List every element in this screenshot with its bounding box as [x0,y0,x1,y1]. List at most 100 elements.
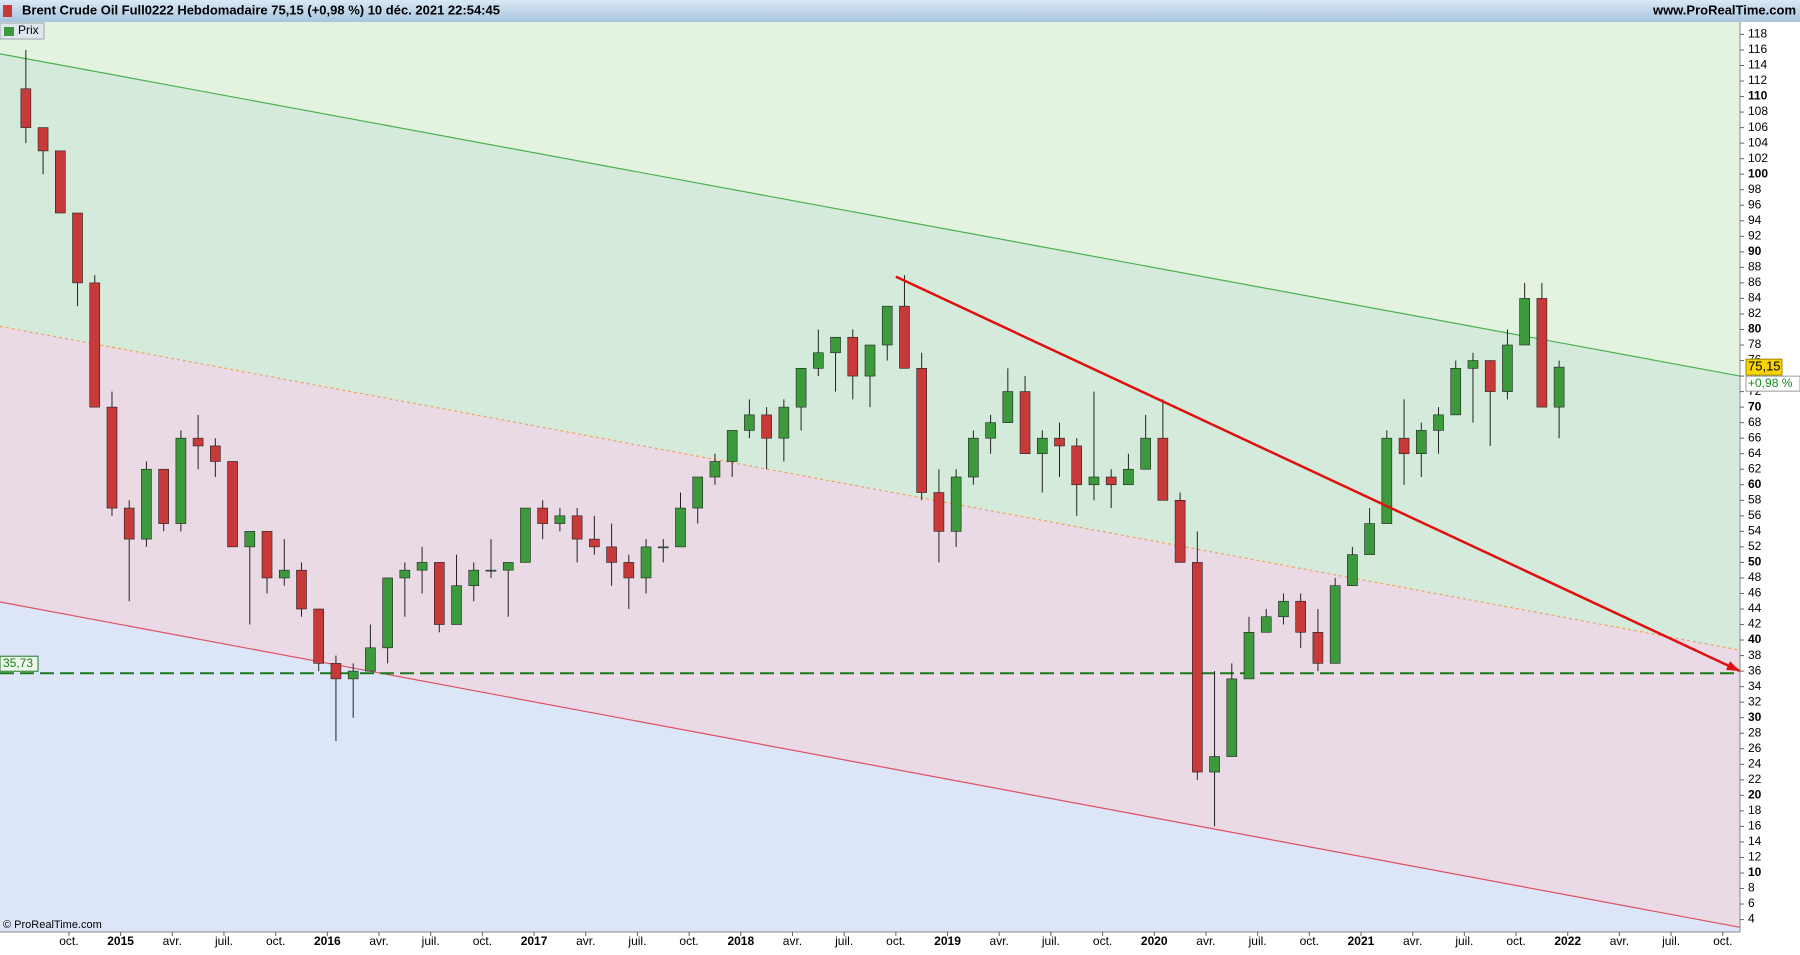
candle-body [382,577,393,649]
y-tick-label: 118 [1748,27,1767,41]
x-tick-label: juil. [1248,934,1267,948]
candle-body [37,127,49,152]
candle-body [175,437,187,524]
candle-body [1536,298,1548,408]
x-tick-label: oct. [679,934,698,948]
candle-body [502,562,514,571]
y-tick-label: 28 [1748,725,1762,739]
y-tick-label: 38 [1748,648,1762,662]
candle-body [554,515,566,524]
candle-body [416,562,428,571]
y-tick-label: 36 [1748,663,1762,677]
x-tick-label: oct. [1093,934,1112,948]
candle-body [227,461,238,548]
candle-body [1019,391,1031,455]
y-tick-label: 56 [1748,508,1762,522]
channel-band [0,602,1740,932]
candle-body [54,150,66,214]
y-tick-label: 58 [1748,492,1762,506]
trend-line [895,275,1741,673]
y-tick-label: 64 [1748,446,1762,460]
candle-body [313,608,325,664]
x-tick-label: juil. [1661,934,1680,948]
level-label: 35,73 [3,656,33,670]
y-tick-label: 52 [1748,539,1762,553]
legend-icon [4,27,14,36]
candle-body [1174,499,1186,563]
candle-body [1502,344,1513,392]
y-tick-label: 60 [1748,477,1762,491]
candle-body [571,515,583,540]
candle-body [933,492,945,532]
site: www.ProRealTime.com [1652,2,1796,17]
candle-body [485,569,497,572]
y-tick-label: 92 [1748,228,1762,242]
y-tick-label: 20 [1748,788,1762,802]
y-tick-label: 32 [1748,694,1762,708]
y-tick-label: 86 [1748,275,1762,289]
x-tick-label: 2017 [521,934,548,948]
candle-body [1364,523,1375,555]
candle-body [434,562,445,625]
candle-body [1054,437,1065,447]
x-tick-label: oct. [59,934,78,948]
candle-body [158,468,169,524]
x-tick-label: avr. [1196,934,1215,948]
candle-body [1088,476,1100,486]
candle-body [1226,678,1238,757]
x-tick-label: oct. [886,934,905,948]
y-tick-label: 98 [1748,182,1762,196]
y-tick-label: 16 [1748,819,1762,833]
y-tick-label: 24 [1748,756,1762,770]
candle-body [1295,600,1306,633]
candle-body [968,437,979,478]
y-tick-label: 4 [1748,912,1755,926]
y-tick-label: 78 [1748,337,1762,351]
candle-body [1381,437,1393,524]
candle-body [1157,437,1169,501]
candle-body [1123,468,1134,486]
chart-title: Brent Crude Oil Full0222 Hebdomadaire 75… [22,2,500,17]
y-tick-label: 96 [1748,197,1762,211]
y-tick-label: 44 [1748,601,1762,615]
candle-body [520,507,531,563]
y-tick-label: 116 [1748,42,1767,56]
x-tick-label: 2016 [314,934,341,948]
x-tick-label: 2020 [1141,934,1168,948]
price-tag [1745,358,1783,376]
price-tag-label: 75,15 [1748,359,1781,374]
trend-arrowhead [1726,661,1740,672]
x-tick-label: 2015 [107,934,134,948]
candle-body [726,430,738,462]
y-tick-label: 106 [1748,120,1768,134]
change-label: +0,98 % [1748,376,1793,390]
candle-body [830,336,841,354]
candle-body [761,414,772,439]
candle-body [537,507,548,524]
candle-body [296,569,307,610]
candle-body [813,352,824,369]
y-tick-label: 66 [1748,430,1762,444]
candle-body [330,663,342,680]
candle-body [210,445,221,462]
candle-body [106,406,118,509]
x-tick-label: oct. [1713,934,1732,948]
channel-band [0,326,1740,928]
y-tick-label: 70 [1748,399,1762,413]
y-tick-label: 82 [1748,306,1762,320]
y-tick-label: 80 [1748,322,1762,336]
candle-body [1036,437,1048,455]
candle-body [916,367,927,493]
candle-body [589,538,600,548]
candle-body [864,344,876,377]
y-tick-label: 54 [1748,524,1762,538]
x-tick-label: juil. [421,934,440,948]
y-tick-label: 34 [1748,679,1762,693]
candle-body [1553,366,1565,408]
y-tick-label: 12 [1748,850,1762,864]
x-tick-label: oct. [1506,934,1525,948]
candle-body [1347,554,1358,587]
candle-body [1105,476,1117,486]
